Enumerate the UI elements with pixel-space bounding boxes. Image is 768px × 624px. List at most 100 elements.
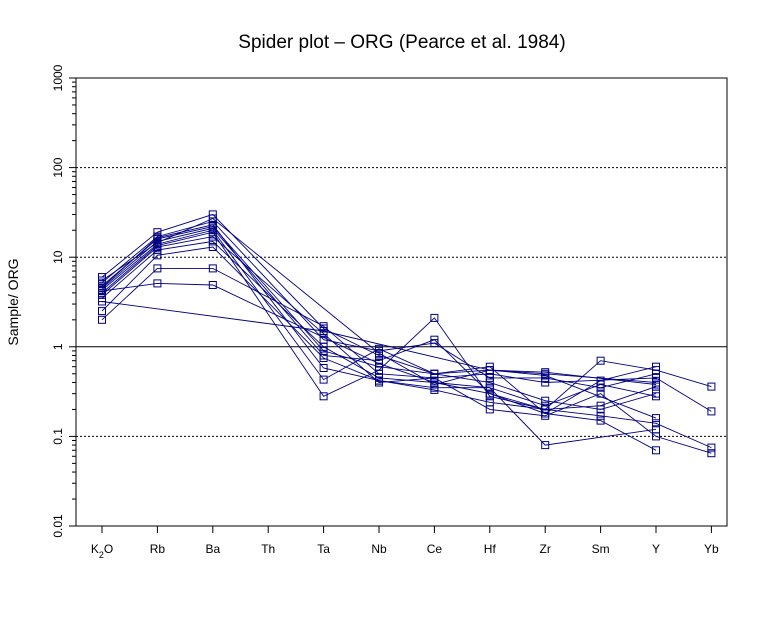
data-point: [707, 449, 716, 458]
y-tick-label: 0.01: [51, 514, 65, 538]
data-point: [208, 281, 217, 289]
x-tick-label: Rb: [150, 542, 166, 556]
data-point: [707, 382, 716, 391]
x-tick-label: K2O: [91, 542, 113, 560]
data-point: [652, 419, 660, 428]
data-point: [596, 401, 605, 410]
data-point: [652, 392, 660, 401]
data-point: [153, 279, 162, 288]
data-point: [707, 443, 716, 452]
series-line: [101, 267, 712, 412]
data-point: [208, 264, 217, 273]
data-point: [652, 382, 660, 391]
x-axis: K2O Rb Ba Th Ta Nb Ce Hf Zr Sm Y Yb: [91, 526, 719, 560]
data-point: [430, 335, 439, 344]
series-line: [101, 246, 657, 446]
data-point: [541, 396, 550, 405]
series-line: [101, 224, 657, 410]
data-point: [485, 398, 494, 407]
data-point: [208, 237, 217, 246]
series-8: [98, 237, 660, 455]
plot-frame: [75, 77, 728, 527]
series-5: [98, 226, 660, 418]
x-tick-label: Nb: [371, 542, 387, 556]
x-tick-label: Y: [652, 542, 660, 556]
x-tick-label: Zr: [540, 542, 551, 556]
data-point: [319, 364, 328, 372]
data-point: [541, 409, 550, 418]
series-13: [98, 214, 660, 423]
data-point: [596, 356, 605, 365]
data-point: [319, 375, 328, 384]
data-point: [485, 366, 494, 375]
x-tick-label: Sm: [592, 542, 610, 556]
x-tick-label: Yb: [704, 542, 719, 556]
series-line: [101, 220, 657, 389]
data-point: [208, 232, 217, 241]
y-axis-label: Sample/ ORG: [5, 258, 21, 345]
y-axis: 0.01 0.1 1 10 100 1000: [51, 64, 77, 538]
data-point: [319, 354, 328, 362]
series-line: [101, 282, 657, 407]
data-point: [208, 214, 217, 223]
data-point: [652, 414, 660, 423]
series-4: [98, 224, 716, 414]
data-point: [208, 220, 217, 229]
data-point: [485, 383, 494, 392]
series-line: [101, 217, 657, 419]
data-point: [596, 380, 605, 389]
series-6: [98, 228, 716, 452]
data-point: [541, 405, 550, 414]
data-point: [98, 307, 106, 316]
data-point: [596, 416, 605, 425]
series-7: [98, 232, 716, 458]
data-point: [596, 411, 605, 420]
data-point: [319, 342, 328, 351]
series-line: [101, 240, 657, 451]
series-line: [101, 213, 657, 383]
series-9: [98, 243, 660, 450]
x-tick-label: Ce: [427, 542, 443, 556]
series-line: [101, 227, 712, 410]
gridlines: [76, 167, 727, 437]
data-point: [652, 425, 660, 434]
data-point: [375, 376, 383, 385]
data-point: [208, 243, 217, 251]
data-point: [485, 373, 494, 382]
series-layer: [98, 210, 716, 458]
x-tick-label: Th: [261, 542, 275, 556]
data-point: [375, 359, 383, 368]
series-2: [98, 217, 660, 392]
x-tick-label: Ba: [205, 542, 220, 556]
series-line: [101, 231, 712, 449]
chart-title: Spider plot – ORG (Pearce et al. 1984): [238, 32, 565, 53]
x-tick-label: Hf: [484, 542, 497, 556]
data-point: [153, 233, 162, 242]
series-10: [98, 264, 716, 416]
series-line: [101, 236, 712, 454]
data-point: [652, 362, 660, 371]
y-tick-label: 100: [51, 157, 65, 177]
data-point: [98, 283, 106, 292]
data-point: [319, 322, 328, 331]
y-tick-label: 0.1: [51, 428, 65, 445]
series-14: [98, 220, 660, 414]
y-tick-label: 1000: [51, 64, 65, 91]
x-tick-label: Ta: [317, 542, 330, 556]
data-point: [541, 371, 550, 380]
data-point: [485, 378, 494, 387]
data-point: [153, 264, 162, 273]
series-11: [98, 279, 660, 410]
data-point: [319, 327, 328, 335]
data-point: [541, 441, 550, 450]
data-point: [375, 344, 383, 353]
data-point: [430, 369, 439, 378]
data-point: [98, 315, 106, 324]
y-tick-label: 1: [51, 343, 65, 350]
data-point: [375, 349, 383, 358]
series-line: [101, 229, 657, 415]
data-point: [153, 251, 162, 260]
data-point: [319, 392, 328, 401]
data-point: [430, 313, 439, 322]
